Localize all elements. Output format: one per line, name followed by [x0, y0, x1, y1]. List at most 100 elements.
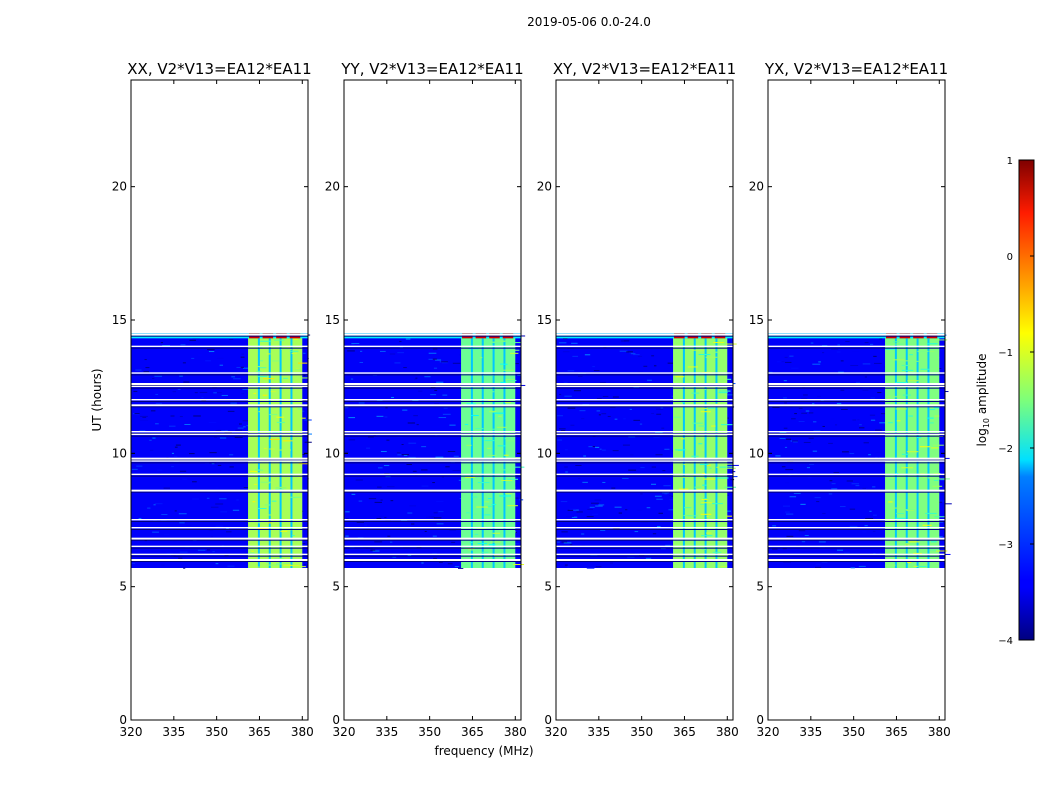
band-speck	[913, 565, 918, 567]
band-speck	[917, 565, 927, 567]
noise-cell	[220, 511, 228, 513]
noise-cell	[144, 359, 147, 361]
noise-cell	[182, 362, 186, 364]
band-speck	[509, 352, 519, 354]
noise-cell	[840, 408, 848, 410]
noise-cell	[808, 412, 814, 414]
noise-cell	[822, 425, 825, 427]
band-speck	[486, 467, 489, 469]
flagged-row	[768, 404, 945, 407]
noise-cell	[154, 503, 163, 505]
noise-cell	[443, 407, 448, 409]
noise-cell	[432, 535, 437, 537]
noise-cell	[849, 508, 856, 510]
noise-cell	[864, 342, 869, 344]
band-speck	[506, 440, 515, 442]
noise-cell	[363, 546, 369, 548]
noise-cell	[653, 365, 657, 367]
noise-cell	[803, 394, 808, 396]
band-speck	[505, 379, 515, 381]
panel-title: YY, V2*V13=EA12*EA11	[340, 60, 523, 78]
dark-row	[344, 521, 521, 522]
noise-cell	[409, 505, 417, 507]
band-speck	[894, 434, 905, 436]
band-speck	[917, 350, 929, 352]
noise-cell	[859, 424, 862, 426]
noise-cell	[377, 486, 382, 488]
noise-cell	[586, 516, 594, 518]
y-tick-label: 10	[537, 446, 552, 460]
colorbar: 1 0 −1 −2 −3 −4 log10 amplitude	[975, 156, 1035, 647]
noise-cell	[179, 522, 185, 524]
band-speck	[297, 408, 302, 410]
noise-cell	[879, 338, 883, 340]
noise-cell	[636, 509, 643, 511]
dark-row	[344, 433, 521, 434]
band-speck	[701, 472, 706, 474]
dark-row	[556, 401, 733, 402]
noise-cell	[413, 415, 418, 417]
noise-cell	[629, 408, 632, 410]
noise-cell	[626, 351, 633, 353]
band-speck	[248, 552, 255, 554]
y-tick-label: 15	[325, 313, 340, 327]
band-speck	[727, 378, 732, 380]
noise-cell	[937, 349, 944, 351]
band-speck	[493, 554, 504, 556]
band-stripe	[693, 333, 696, 568]
dark-row	[344, 387, 521, 389]
noise-cell	[821, 352, 825, 354]
band-speck	[262, 394, 268, 396]
noise-cell	[816, 395, 821, 397]
flagged-row	[768, 333, 945, 336]
band-speck	[936, 550, 948, 552]
flagged-row	[556, 489, 733, 492]
noise-cell	[625, 509, 628, 511]
band-speck	[711, 425, 716, 427]
noise-cell	[818, 361, 821, 363]
noise-cell	[560, 430, 566, 432]
band-speck	[720, 565, 728, 567]
noise-cell	[416, 424, 419, 426]
noise-cell	[432, 552, 437, 554]
noise-cell	[163, 487, 170, 489]
band-speck	[481, 551, 489, 553]
dark-row	[556, 347, 733, 349]
flagged-row	[768, 519, 945, 521]
band-speck	[282, 440, 293, 442]
noise-cell	[436, 523, 444, 525]
noise-cell	[871, 464, 876, 466]
flagged-row	[131, 345, 308, 348]
band-speck	[490, 341, 496, 343]
noise-cell	[383, 465, 390, 467]
colorbar-gradient	[1018, 159, 1035, 641]
noise-cell	[449, 424, 456, 426]
band-stripe	[927, 333, 930, 568]
noise-cell	[728, 471, 736, 473]
flagged-row	[768, 457, 945, 460]
band-stripe	[916, 333, 919, 568]
noise-cell	[656, 525, 661, 527]
flagged-row	[344, 460, 521, 462]
band-speck	[706, 516, 709, 518]
band-speck	[264, 514, 273, 516]
x-tick-label: 380	[504, 725, 527, 739]
flagged-row	[344, 399, 521, 401]
noise-cell	[436, 501, 444, 503]
noise-cell	[812, 421, 817, 423]
band-speck	[698, 375, 705, 377]
flagged-row	[131, 473, 308, 476]
noise-cell	[653, 437, 660, 439]
noise-cell	[221, 394, 228, 396]
band-speck	[888, 501, 893, 503]
noise-cell	[140, 419, 149, 421]
band-speck	[885, 564, 896, 566]
noise-cell	[442, 413, 451, 415]
x-tick-label: 335	[162, 725, 185, 739]
dark-row	[131, 539, 308, 541]
noise-cell	[643, 365, 648, 367]
noise-cell	[409, 421, 413, 423]
noise-cell	[664, 448, 670, 450]
noise-cell	[205, 360, 212, 362]
band-speck	[266, 564, 278, 566]
